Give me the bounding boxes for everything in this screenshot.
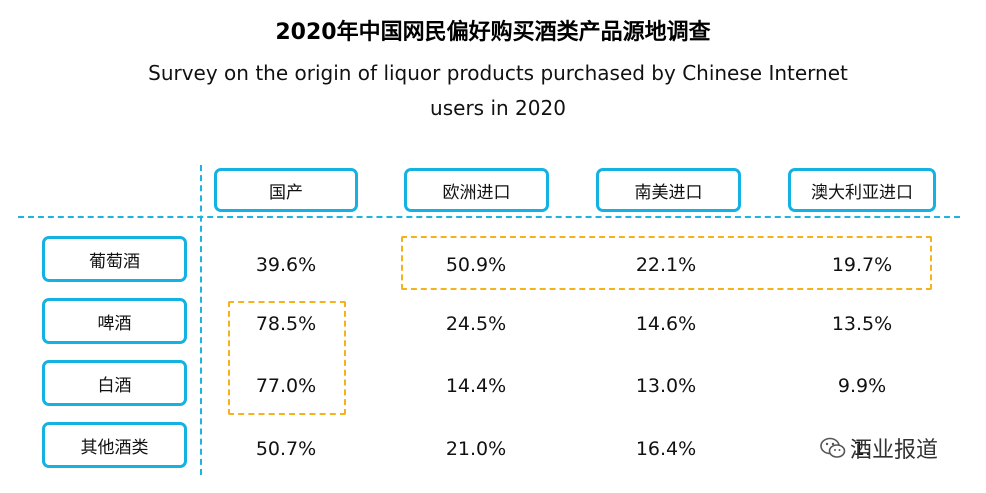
highlight-domestic-beer-baijiu [228,301,346,415]
table-cell: 19.7% [831,254,893,276]
chart-subtitle: Survey on the origin of liquor products … [148,61,848,120]
table-cell: 14.6% [635,313,697,335]
row-label-divider [200,165,202,475]
table-cell: 1. [852,438,872,460]
table-cell: 24.5% [445,313,507,335]
table-cell: 9.9% [837,375,887,397]
row-label-baijiu: 白酒 [42,360,187,406]
table-cell: 22.1% [635,254,697,276]
row-label-wine: 葡萄酒 [42,236,187,282]
chart-title: 2020年中国网民偏好购买酒类产品源地调查 [275,20,711,45]
table-cell: 13.0% [635,375,697,397]
watermark: 酒业报道 [820,432,938,464]
column-header-australia: 澳大利亚进口 [788,168,936,212]
table-cell: 16.4% [635,438,697,460]
header-divider [18,216,960,218]
table-cell: 78.5% [255,313,317,335]
row-label-beer: 啤酒 [42,298,187,344]
row-label-other: 其他酒类 [42,422,187,468]
column-header-domestic: 国产 [214,168,358,212]
watermark-text: 酒业报道 [850,438,939,463]
table-cell: 77.0% [255,375,317,397]
column-header-south-america: 南美进口 [596,168,741,212]
table-cell: 14.4% [445,375,507,397]
column-header-europe: 欧洲进口 [404,168,549,212]
table-cell: 13.5% [831,313,893,335]
table-cell: 39.6% [255,254,317,276]
wechat-icon [820,437,846,459]
table-cell: 21.0% [445,438,507,460]
table-cell: 50.9% [445,254,507,276]
highlight-wine-imports [401,236,932,290]
table-cell: 50.7% [255,438,317,460]
